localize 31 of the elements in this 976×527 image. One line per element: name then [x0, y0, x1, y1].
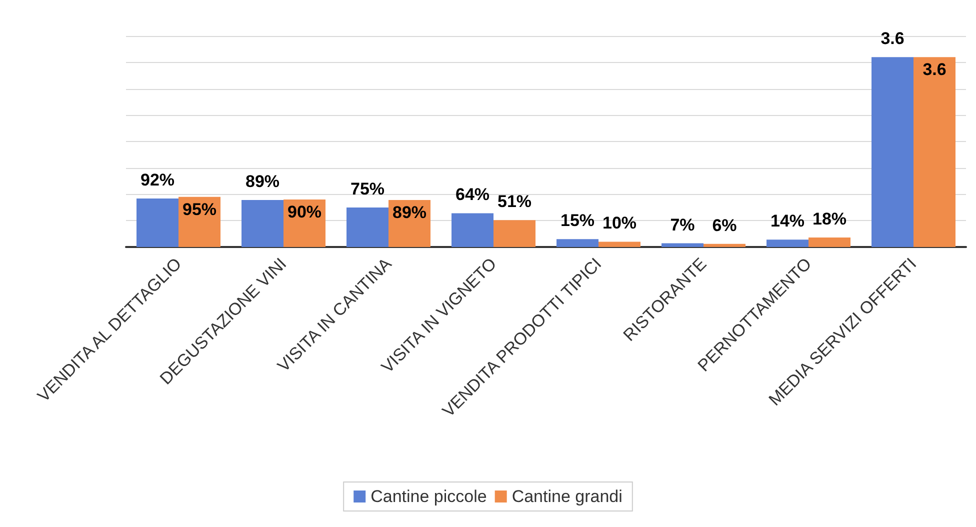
data-label: 10% — [602, 214, 637, 233]
bar — [662, 243, 704, 247]
bar — [598, 242, 640, 247]
data-label: 75% — [350, 179, 385, 198]
data-label: 14% — [770, 212, 805, 231]
data-label: 89% — [392, 203, 427, 222]
bar — [914, 57, 956, 247]
data-label: 6% — [712, 216, 737, 235]
bar — [346, 207, 388, 247]
bar — [556, 239, 598, 247]
bar — [872, 57, 914, 247]
bar — [766, 240, 808, 247]
bar — [136, 198, 178, 247]
data-label: 90% — [287, 202, 322, 222]
data-label: 18% — [812, 210, 847, 229]
bar — [242, 200, 284, 247]
data-label: 51% — [497, 192, 532, 212]
data-label: 7% — [670, 215, 695, 234]
data-label: 95% — [182, 200, 217, 219]
data-label: 89% — [245, 172, 280, 192]
data-label: 15% — [560, 211, 595, 230]
bar — [494, 220, 536, 247]
data-label: 3.6 — [922, 60, 946, 80]
bar — [808, 238, 850, 247]
legend-label: Cantine grandi — [512, 487, 622, 506]
bar — [452, 213, 494, 247]
data-label: 92% — [140, 170, 175, 190]
legend-label: Cantine piccole — [370, 487, 487, 506]
data-label: 64% — [455, 185, 490, 204]
data-label: 3.6 — [880, 29, 904, 48]
bar — [704, 244, 746, 247]
